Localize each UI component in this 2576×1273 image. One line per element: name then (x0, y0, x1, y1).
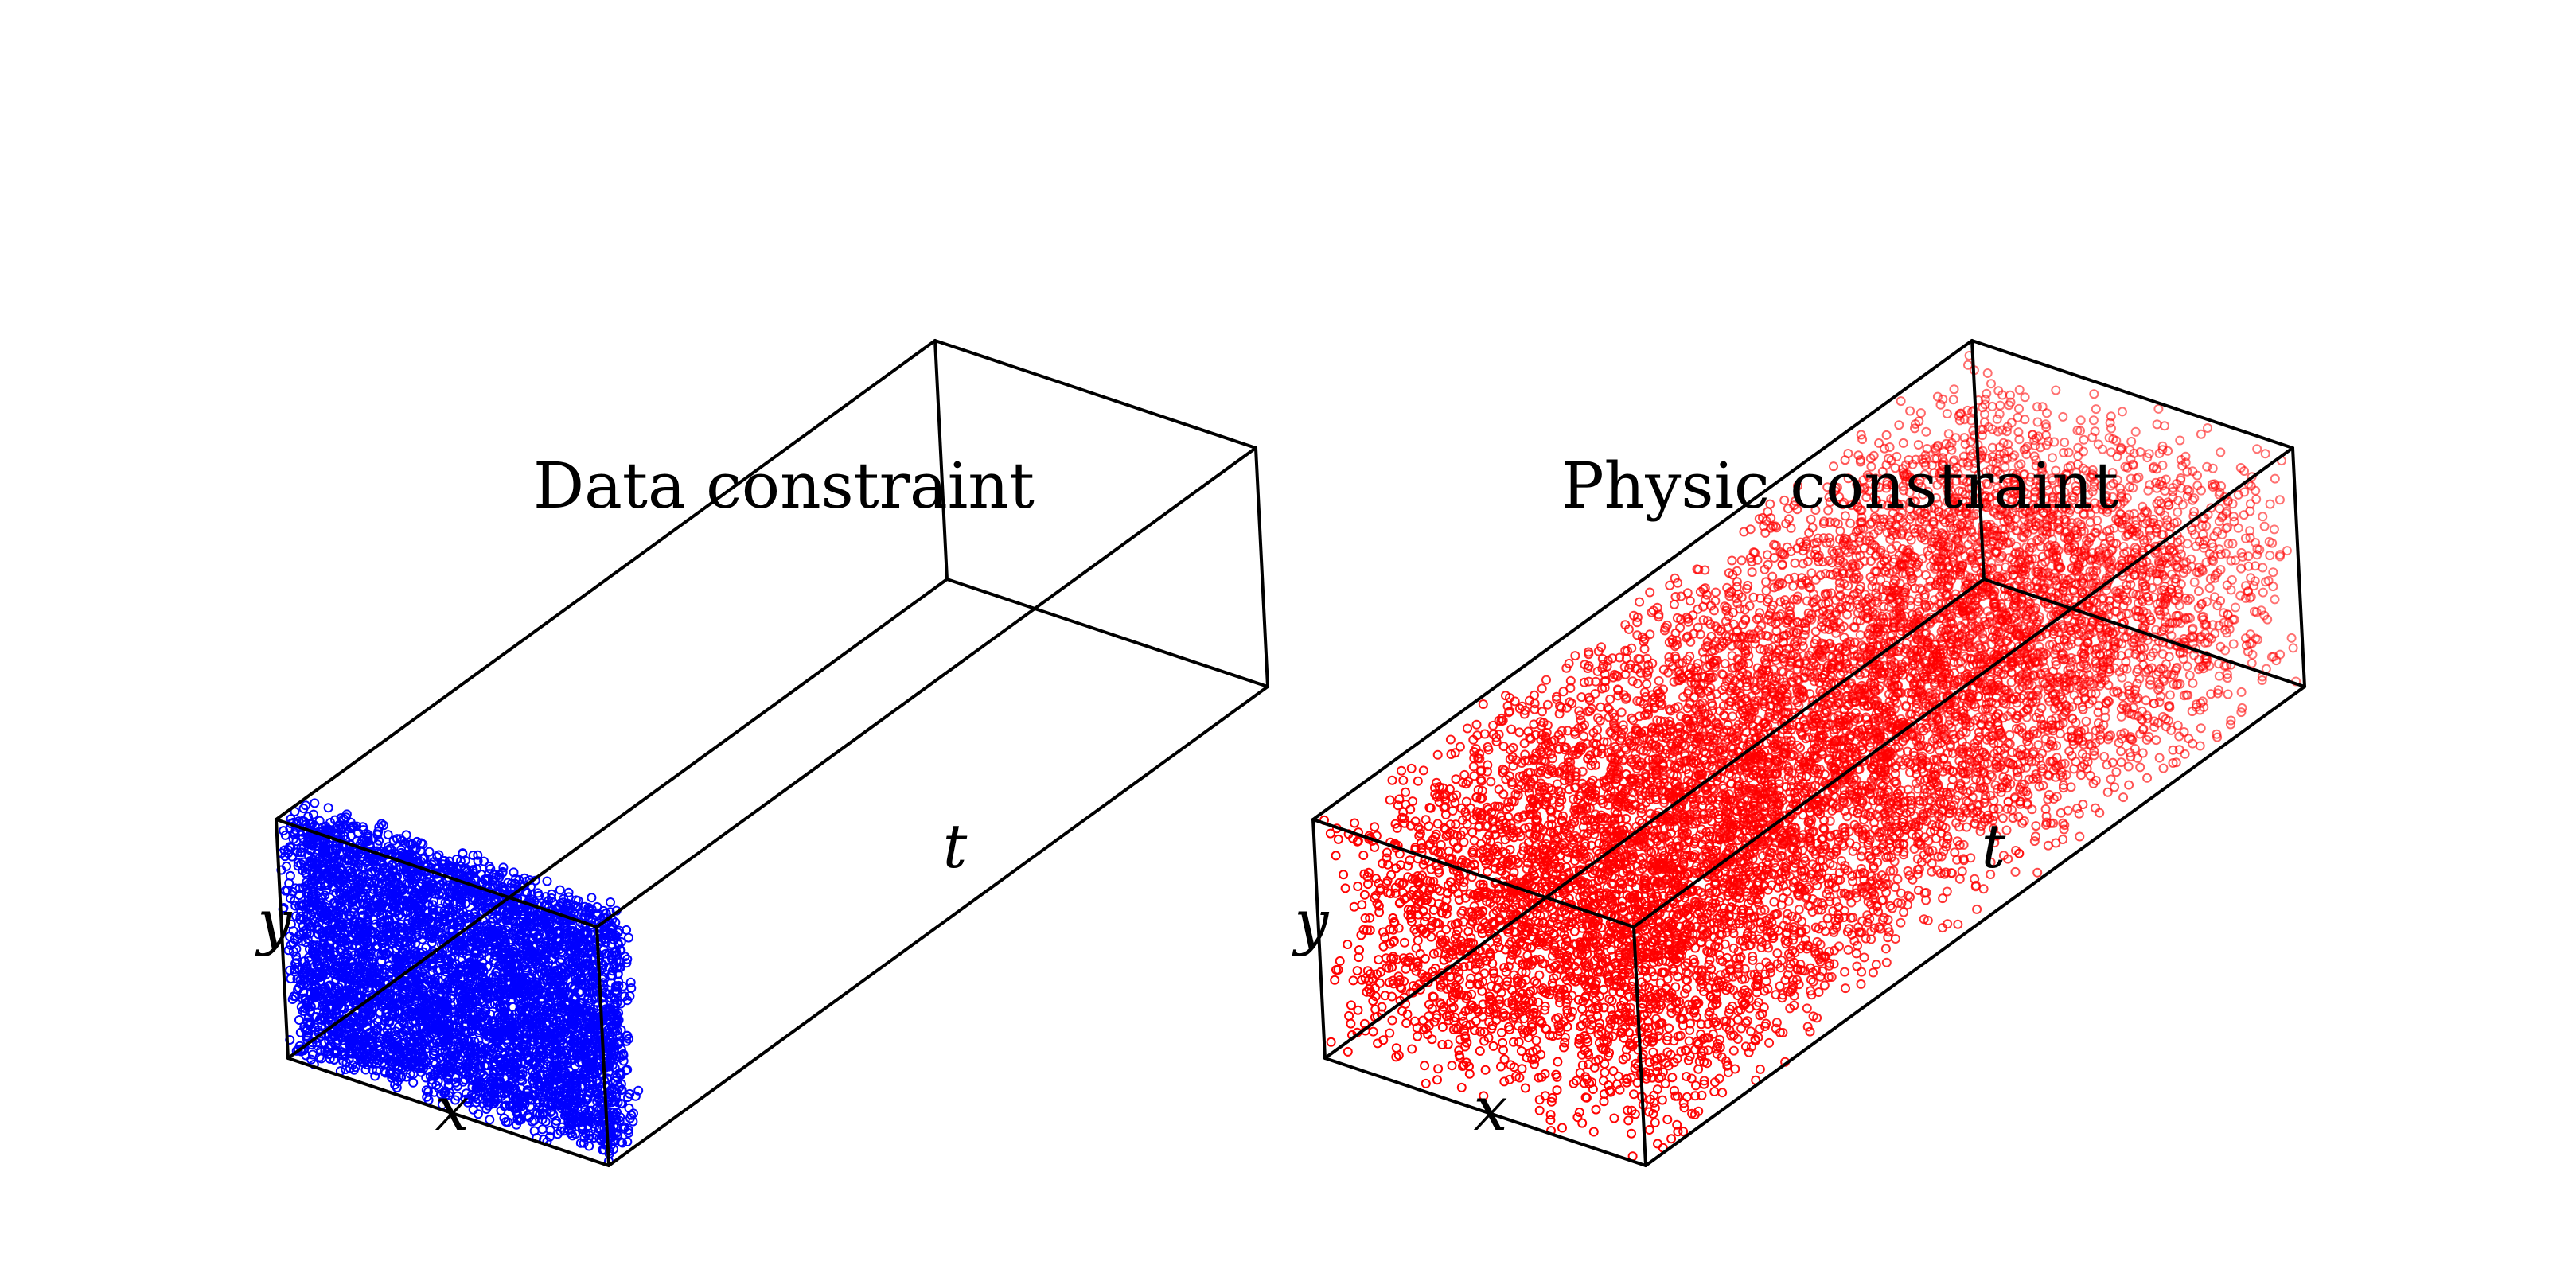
scatter-point (625, 977, 636, 987)
scatter-point (401, 830, 411, 840)
scatter-point (375, 1007, 385, 1018)
scatter-point (485, 1115, 495, 1125)
scatter-point (624, 932, 633, 943)
scatter-point (555, 885, 565, 895)
scatter-point (532, 888, 543, 898)
scatter-point (304, 956, 314, 966)
scatter-point (626, 983, 637, 993)
data-constraint-panel: Data constraint x y t (255, 339, 1269, 1167)
scatter-point (383, 830, 393, 840)
scatter-point (408, 1077, 419, 1088)
data-constraint-scatter-points (276, 798, 644, 1166)
scatter-point (278, 904, 288, 914)
scatter-point (285, 870, 295, 881)
scatter-point (373, 827, 384, 837)
scatter-point (280, 830, 290, 840)
scatter-point (537, 1124, 548, 1135)
scatter-point (468, 1104, 478, 1115)
scatter-point (545, 1125, 555, 1135)
scatter-point (294, 1015, 304, 1025)
scatter-point (547, 893, 556, 903)
scatter-point (624, 1103, 634, 1113)
scatter-point (379, 820, 388, 831)
scatter-point (542, 876, 552, 886)
scatter-point (461, 1088, 471, 1099)
scatter-point (474, 1109, 483, 1119)
scatter-point (323, 803, 333, 813)
scatter-point (310, 798, 320, 808)
scatter-point (579, 1138, 589, 1148)
scatter-point (286, 974, 296, 984)
scatter-point (587, 893, 597, 903)
scatter-point (509, 867, 519, 878)
scatter-point (434, 850, 444, 860)
scatter-point (618, 1099, 628, 1109)
scatter-point (498, 862, 509, 873)
scatter-point (532, 1108, 542, 1118)
scatter-point (606, 897, 615, 907)
